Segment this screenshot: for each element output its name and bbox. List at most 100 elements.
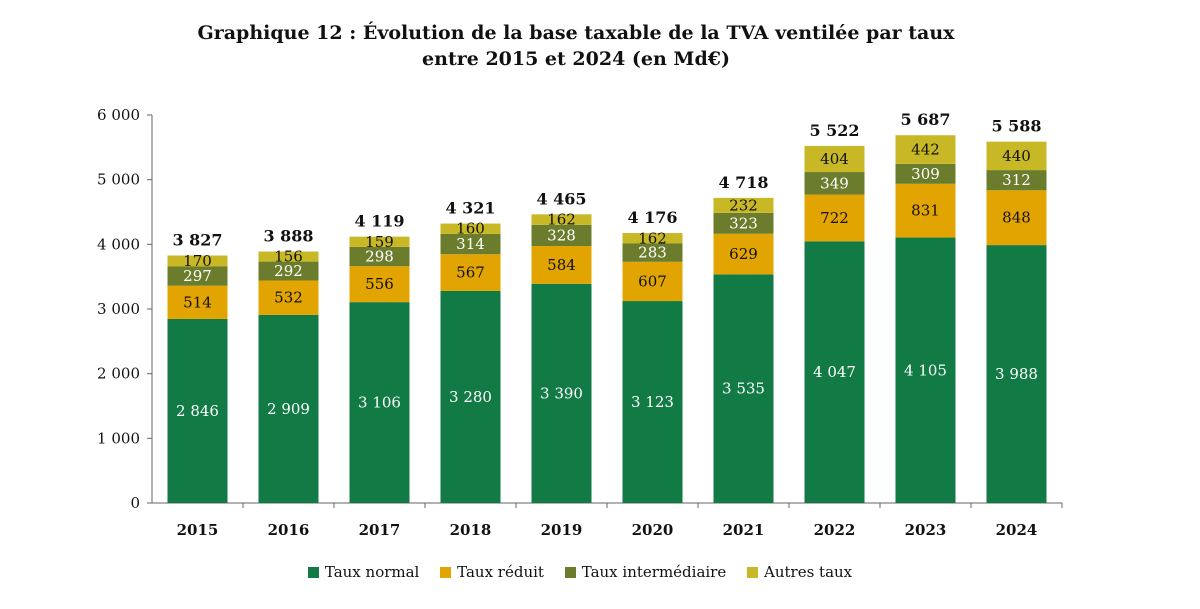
y-tick-label: 1 000 <box>97 429 140 447</box>
y-tick-label: 4 000 <box>97 235 140 253</box>
total-label: 3 888 <box>263 227 313 246</box>
x-tick-label: 2021 <box>723 521 765 539</box>
legend-label-taux-normal: Taux normal <box>324 563 420 581</box>
bar-segment <box>440 223 501 234</box>
data-label: 298 <box>365 248 394 266</box>
data-label: 292 <box>274 262 303 280</box>
bar-segment <box>349 266 410 303</box>
bar-segment <box>531 224 592 247</box>
total-label: 5 588 <box>991 117 1041 136</box>
chart-title-line-1: Graphique 12 : Évolution de la base taxa… <box>197 22 955 44</box>
legend-swatch-autres-taux <box>747 566 759 578</box>
total-label: 5 522 <box>809 121 859 140</box>
data-label: 232 <box>729 196 758 214</box>
bar-segment <box>258 280 319 315</box>
data-label: 323 <box>729 214 758 232</box>
x-tick-label: 2018 <box>450 521 492 539</box>
bar-segment <box>167 266 228 286</box>
legend-item-taux-normal: Taux normal <box>307 563 420 581</box>
chart-legend: Taux normal Taux réduit Taux intermédiai… <box>0 563 1160 582</box>
data-label: 3 390 <box>540 384 583 402</box>
bar-segment <box>986 141 1047 171</box>
data-label: 4 105 <box>904 361 947 379</box>
y-tick-label: 2 000 <box>97 365 140 383</box>
x-tick-label: 2024 <box>996 521 1038 539</box>
data-label: 2 846 <box>176 402 219 420</box>
legend-item-autres-taux: Autres taux <box>747 563 852 581</box>
legend-swatch-taux-intermediaire <box>564 566 576 578</box>
x-tick-label: 2019 <box>541 521 583 539</box>
data-label: 283 <box>638 244 667 262</box>
x-tick-label: 2016 <box>268 521 310 539</box>
bar-segment <box>349 236 410 247</box>
bar-segment <box>804 194 865 242</box>
bar-segment <box>349 246 410 267</box>
total-label: 3 827 <box>172 231 222 250</box>
x-tick-label: 2017 <box>359 521 401 539</box>
data-label: 629 <box>729 245 758 263</box>
data-label: 532 <box>274 289 303 307</box>
data-label: 3 988 <box>995 365 1038 383</box>
data-label: 556 <box>365 275 394 293</box>
x-tick-label: 2022 <box>814 521 856 539</box>
total-label: 4 176 <box>627 208 677 227</box>
bar-segment <box>622 243 683 262</box>
legend-label-taux-intermediaire: Taux intermédiaire <box>581 563 727 581</box>
x-tick-label: 2023 <box>905 521 947 539</box>
bar-segment <box>622 261 683 302</box>
bar-segment <box>349 302 410 503</box>
bar-segment <box>167 318 228 503</box>
bar-segment <box>622 301 683 503</box>
data-label: 848 <box>1002 209 1031 227</box>
bar-segment <box>804 241 865 503</box>
bar-segment <box>713 274 774 503</box>
x-tick-label: 2015 <box>177 521 219 539</box>
legend-label-taux-reduit: Taux réduit <box>457 563 544 581</box>
bar-segment <box>986 190 1047 246</box>
data-label: 3 123 <box>631 393 674 411</box>
bar-segment <box>167 285 228 319</box>
data-label: 404 <box>820 150 849 168</box>
data-label: 159 <box>365 233 394 251</box>
data-label: 607 <box>638 272 667 290</box>
legend-label-autres-taux: Autres taux <box>764 563 853 581</box>
bar-segment <box>258 261 319 281</box>
chart-title-line-2: entre 2015 et 2024 (en Md€) <box>422 48 730 70</box>
data-label: 162 <box>547 211 576 229</box>
data-label: 2 909 <box>267 400 310 418</box>
bar-segment <box>622 233 683 244</box>
legend-swatch-taux-reduit <box>440 566 452 578</box>
bar-segment <box>258 314 319 503</box>
bar-segment <box>531 246 592 284</box>
bar-segment <box>986 245 1047 504</box>
data-label: 3 280 <box>449 388 492 406</box>
data-label: 3 106 <box>358 394 401 412</box>
y-tick-label: 5 000 <box>97 171 140 189</box>
data-label: 567 <box>456 264 485 282</box>
y-tick-label: 6 000 <box>97 106 140 124</box>
bar-segment <box>895 135 956 164</box>
y-tick-label: 0 <box>130 494 140 512</box>
x-tick-label: 2020 <box>632 521 674 539</box>
data-label: 312 <box>1002 171 1031 189</box>
data-label: 309 <box>911 165 940 183</box>
bar-segment <box>895 183 956 238</box>
bar-segment <box>895 237 956 503</box>
bar-segment <box>440 290 501 503</box>
data-label: 440 <box>1002 147 1031 165</box>
chart-title: Graphique 12 : Évolution de la base taxa… <box>0 20 1152 72</box>
data-label: 162 <box>638 229 667 247</box>
bar-segment <box>986 170 1047 191</box>
bar-segment <box>167 255 228 267</box>
data-label: 314 <box>456 235 485 253</box>
total-label: 4 321 <box>445 199 495 218</box>
data-label: 160 <box>456 220 485 238</box>
bar-segment <box>895 163 956 184</box>
data-label: 831 <box>911 202 940 220</box>
bar-segment <box>531 214 592 225</box>
data-label: 584 <box>547 256 576 274</box>
y-tick-label: 3 000 <box>97 300 140 318</box>
bar-segment <box>258 251 319 262</box>
data-label: 328 <box>547 226 576 244</box>
